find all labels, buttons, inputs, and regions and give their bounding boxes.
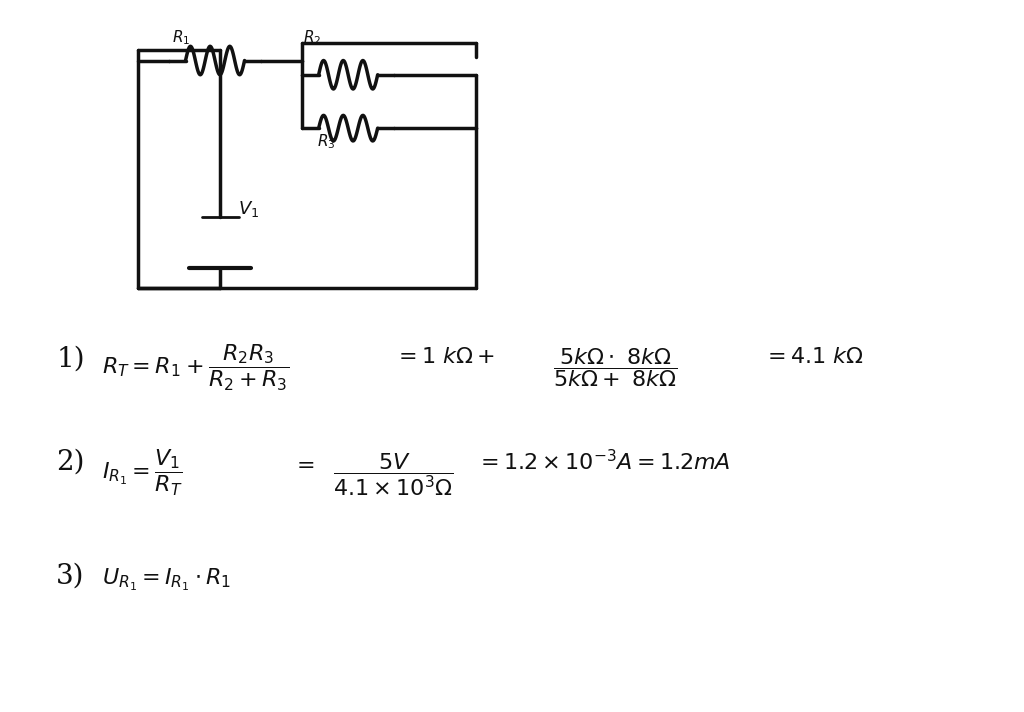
Text: $= 4.1\ k\Omega$: $= 4.1\ k\Omega$ — [763, 346, 864, 368]
Text: $R_3$: $R_3$ — [317, 132, 336, 152]
Text: $=$: $=$ — [292, 453, 314, 475]
Text: $= 1\ k\Omega+$: $= 1\ k\Omega+$ — [394, 346, 496, 368]
Text: $R_1$: $R_1$ — [172, 28, 190, 48]
Text: $\dfrac{5V}{4.1\times10^{3}\Omega}$: $\dfrac{5V}{4.1\times10^{3}\Omega}$ — [333, 451, 454, 498]
Text: $= 1.2\times10^{-3}A= 1.2mA$: $= 1.2\times10^{-3}A= 1.2mA$ — [476, 450, 731, 475]
Text: $\dfrac{5k\Omega\cdot\ 8k\Omega}{5k\Omega+\ 8k\Omega}$: $\dfrac{5k\Omega\cdot\ 8k\Omega}{5k\Omeg… — [553, 346, 678, 389]
Text: $R_T= R_1+\dfrac{R_2R_3}{R_2+R_3}$: $R_T= R_1+\dfrac{R_2R_3}{R_2+R_3}$ — [102, 342, 290, 392]
Text: 2): 2) — [56, 449, 85, 476]
Text: $V_1$: $V_1$ — [238, 199, 259, 219]
Text: $I_{R_1}=\dfrac{V_1}{R_T}$: $I_{R_1}=\dfrac{V_1}{R_T}$ — [102, 448, 183, 498]
Text: 3): 3) — [56, 563, 85, 590]
Text: 1): 1) — [56, 346, 85, 372]
Text: $U_{R_1}= I_{R_1}\cdot R_1$: $U_{R_1}= I_{R_1}\cdot R_1$ — [102, 567, 231, 593]
Text: $R_2$: $R_2$ — [303, 28, 322, 48]
